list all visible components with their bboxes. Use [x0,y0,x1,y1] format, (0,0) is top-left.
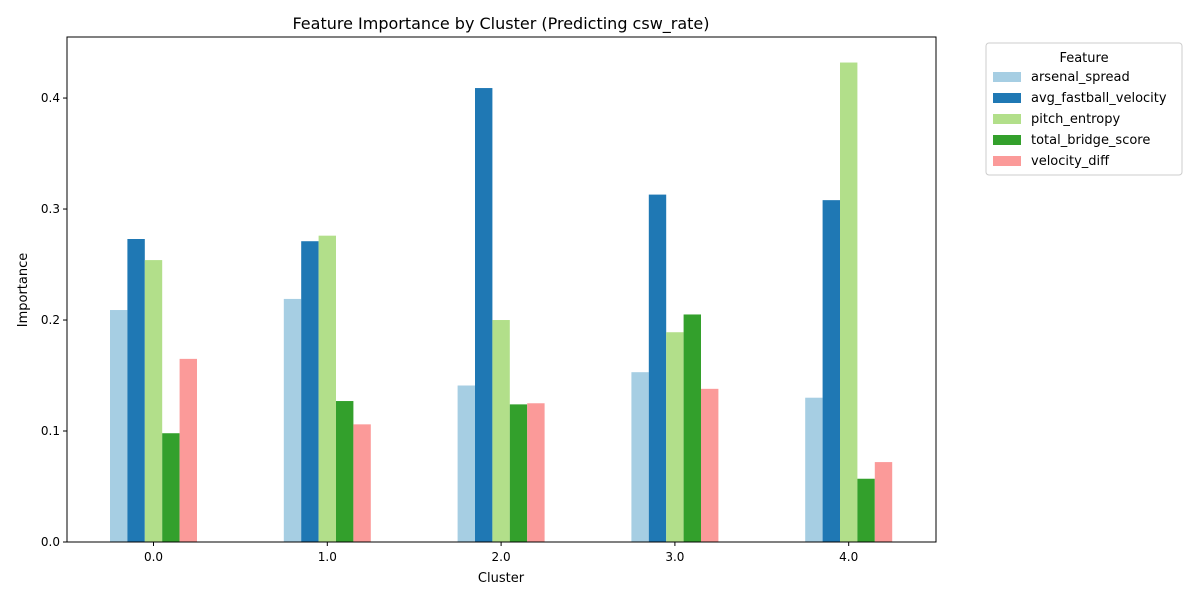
bar [179,358,197,542]
bar [110,310,128,542]
legend-swatch [993,72,1021,82]
bar [666,332,684,542]
bar [318,235,336,543]
bar [457,385,475,542]
legend: Feature arsenal_spread avg_fastball_veloc… [985,42,1183,176]
bar [127,239,145,542]
bar [283,298,302,542]
y-tick-label: 0.4 [41,91,60,105]
bar [701,388,719,542]
legend-swatch [993,114,1021,124]
x-tick-label: 2.0 [492,550,511,564]
bar [683,314,701,542]
legend-label: pitch_entropy [1031,112,1120,127]
x-tick-label: 4.0 [839,550,858,564]
y-tick-label: 0.2 [41,313,60,327]
plot-area: 0.0 1.0 2.0 3.0 4.0 0.0 0.1 0.2 0.3 0.4 [41,36,937,564]
chart-title: Feature Importance by Cluster (Predictin… [292,14,709,34]
bar [527,403,545,542]
legend-label: avg_fastball_velocity [1031,91,1167,106]
legend-frame [985,42,1183,176]
bar [840,62,858,542]
x-axis-label: Cluster [478,571,525,586]
bar [631,372,649,542]
bar [336,401,354,542]
y-tick-label: 0.1 [41,424,60,438]
legend-label: total_bridge_score [1031,133,1150,148]
bar [648,194,667,542]
x-tick-label: 1.0 [318,550,337,564]
bar [162,433,180,542]
y-tick-label: 0.3 [41,202,60,216]
bar [475,88,493,543]
x-tick-label: 3.0 [665,550,684,564]
bar [492,320,510,542]
legend-items: arsenal_spread avg_fastball_velocitypitch… [993,70,1167,169]
bar [874,462,893,542]
bar [353,424,371,542]
legend-swatch [993,135,1021,145]
legend-swatch [993,93,1021,103]
bar [857,478,875,542]
legend-label: arsenal_spread [1031,70,1130,85]
bar [301,241,319,542]
legend-label: velocity_diff [1031,154,1110,169]
bar [144,260,163,542]
y-axis-label: Importance [16,253,31,328]
x-tick-label: 0.0 [144,550,163,564]
bar [509,404,528,542]
legend-swatch [993,156,1021,166]
y-tick-label: 0.0 [41,535,60,549]
legend-title: Feature [1059,51,1108,66]
bar [822,200,840,542]
bar [805,397,823,542]
